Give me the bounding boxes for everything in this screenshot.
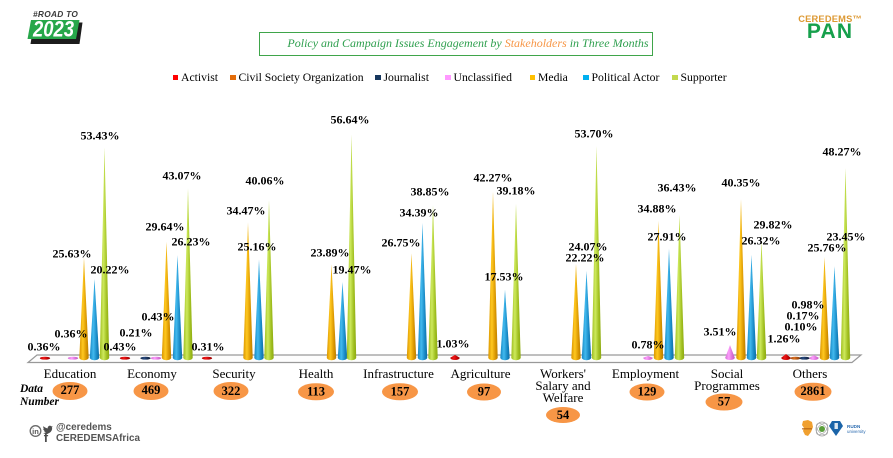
svg-text:in: in — [32, 427, 39, 436]
svg-text:university: university — [847, 429, 866, 434]
svg-text:2023: 2023 — [32, 17, 74, 42]
svg-text:RUDN: RUDN — [847, 424, 861, 429]
svg-text:f: f — [44, 430, 49, 444]
